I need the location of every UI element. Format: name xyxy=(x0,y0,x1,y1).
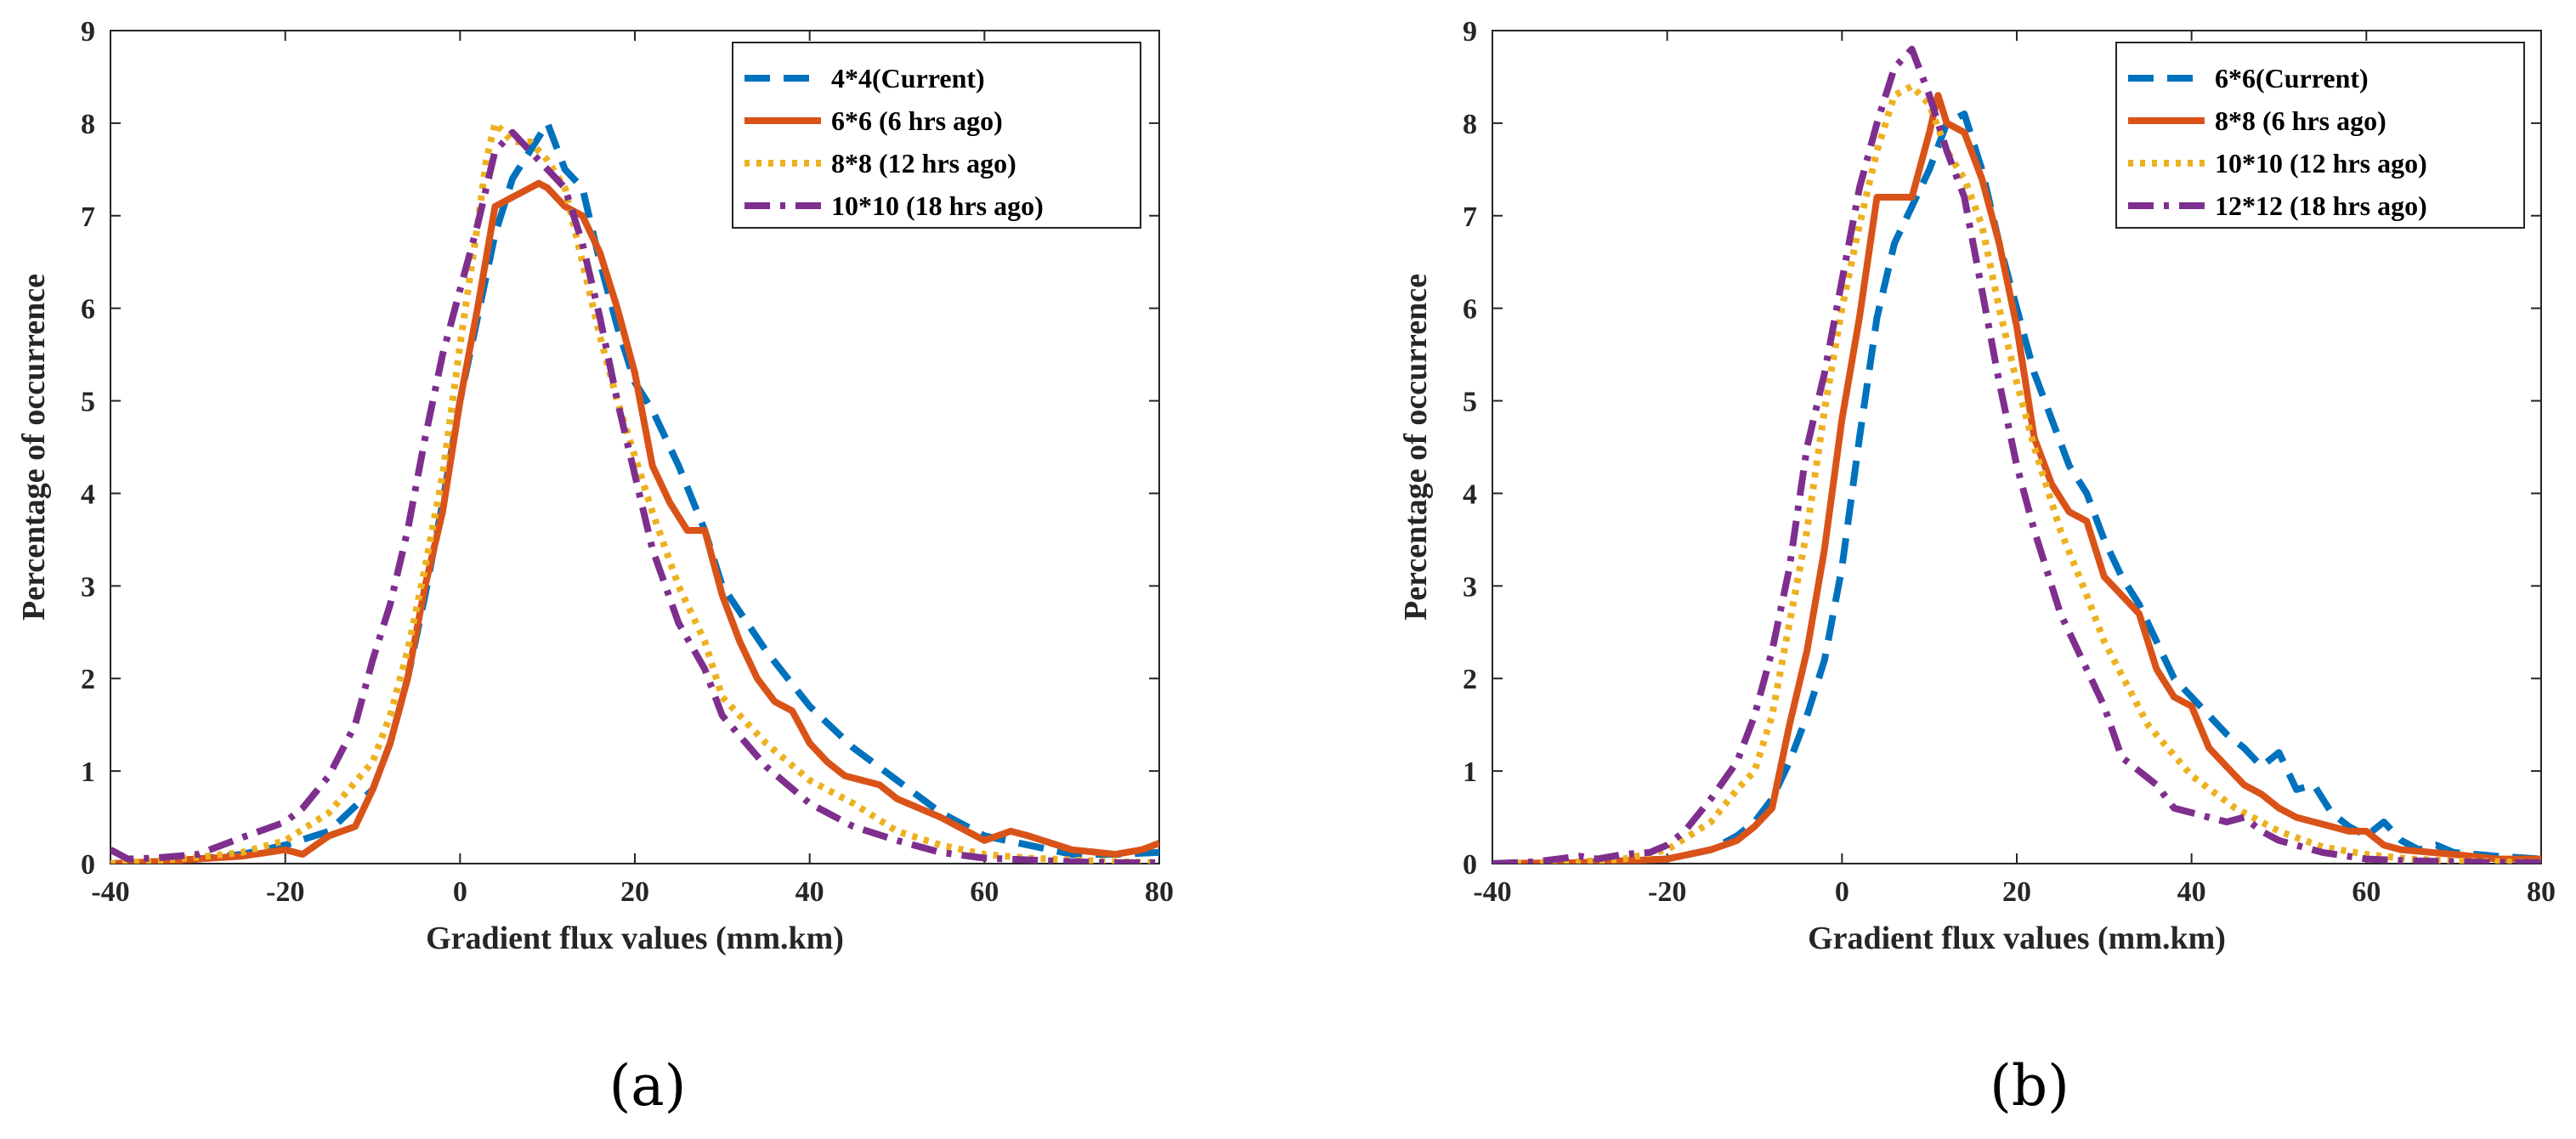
series-line-12-12-18-hrs-ago- xyxy=(1492,45,2541,864)
x-axis-label: Gradient flux values (mm.km) xyxy=(1808,921,2226,956)
y-tick-label: 7 xyxy=(1463,201,1477,233)
y-tick-label: 8 xyxy=(81,109,95,140)
y-tick-label: 6 xyxy=(81,294,95,326)
x-tick-label: -40 xyxy=(1473,876,1511,908)
series-line-6-6-6-hrs-ago- xyxy=(110,179,1159,864)
series-line-8-8-12-hrs-ago- xyxy=(110,119,1159,864)
x-tick-label: 0 xyxy=(1835,876,1849,908)
y-tick-label: 3 xyxy=(81,571,95,603)
legend-entry: 6*6(Current) xyxy=(2215,63,2369,94)
y-tick-label: 2 xyxy=(81,664,95,695)
legend-entry: 6*6 (6 hrs ago) xyxy=(831,105,1003,136)
x-tick-label: 80 xyxy=(1145,876,1174,908)
x-tick-label: 60 xyxy=(2352,876,2381,908)
series-line-10-10-18-hrs-ago- xyxy=(110,128,1159,864)
x-tick-label: 40 xyxy=(795,876,824,908)
legend-entry: 10*10 (12 hrs ago) xyxy=(2215,148,2427,178)
x-tick-label: 40 xyxy=(2177,876,2206,908)
x-tick-label: 60 xyxy=(970,876,999,908)
panel-b: -40 -20 0 20 40 60 80 0 1 2 3 4 5 6 7 8 9 Gradient flux v… xyxy=(1398,16,2556,1119)
legend-entry: 4*4(Current) xyxy=(831,63,985,94)
legend xyxy=(2115,42,2525,229)
y-tick-label: 0 xyxy=(81,849,95,881)
panel-a: -40 -20 0 20 40 60 80 0 1 2 3 4 5 6 7 8 9 Gradient flux v… xyxy=(16,16,1174,1119)
panel-label: (a) xyxy=(609,1053,687,1119)
legend xyxy=(732,42,1141,229)
y-tick-label: 1 xyxy=(81,756,95,788)
y-tick-label: 8 xyxy=(1463,109,1477,140)
y-tick-label: 2 xyxy=(1463,664,1477,695)
y-tick-label: 0 xyxy=(1463,849,1477,881)
x-tick-label: 80 xyxy=(2527,876,2556,908)
y-tick-label: 4 xyxy=(81,479,95,510)
series-group xyxy=(110,119,1159,864)
y-tick-label: 4 xyxy=(1463,479,1477,510)
y-axis-label: Percentage of occurrence xyxy=(1398,274,1434,620)
y-tick-label: 9 xyxy=(1463,16,1477,48)
x-axis-label: Gradient flux values (mm.km) xyxy=(426,921,844,956)
y-tick-label: 6 xyxy=(1463,294,1477,326)
x-tick-label: -20 xyxy=(1648,876,1686,908)
y-tick-label: 5 xyxy=(81,387,95,418)
legend-entry: 8*8 (6 hrs ago) xyxy=(2215,105,2386,136)
series-line-10-10-12-hrs-ago- xyxy=(1492,82,2541,864)
series-line-4-4-current- xyxy=(110,119,1159,864)
panel-label: (b) xyxy=(1990,1053,2069,1119)
y-tick-label: 3 xyxy=(1463,571,1477,603)
y-tick-label: 1 xyxy=(1463,756,1477,788)
legend-entry: 8*8 (12 hrs ago) xyxy=(831,148,1016,178)
x-tick-label: -20 xyxy=(266,876,304,908)
y-axis-label: Percentage of occurrence xyxy=(16,274,52,620)
series-group xyxy=(1492,45,2541,864)
x-tick-label: -40 xyxy=(91,876,129,908)
x-tick-label: 20 xyxy=(2002,876,2031,908)
legend-entry: 12*12 (18 hrs ago) xyxy=(2215,190,2427,221)
x-tick-label: 0 xyxy=(453,876,467,908)
y-tick-label: 7 xyxy=(81,201,95,233)
series-line-8-8-6-hrs-ago- xyxy=(1492,92,2541,864)
x-tick-label: 20 xyxy=(620,876,649,908)
y-tick-label: 9 xyxy=(81,16,95,48)
legend-entry: 10*10 (18 hrs ago) xyxy=(831,190,1044,221)
y-tick-label: 5 xyxy=(1463,387,1477,418)
